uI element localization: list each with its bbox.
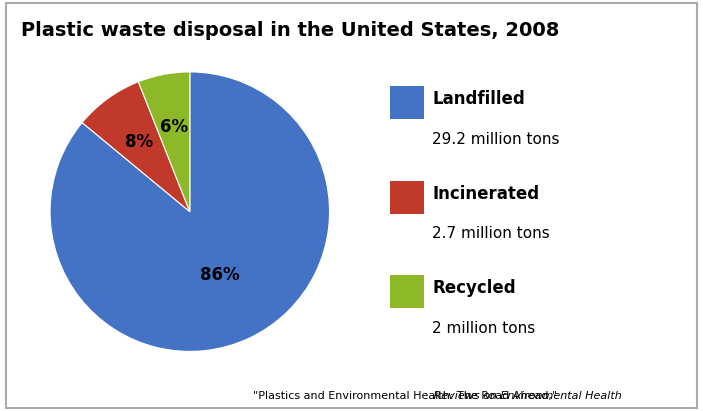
Text: Landfilled: Landfilled xyxy=(432,90,525,109)
Text: Plastic waste disposal in the United States, 2008: Plastic waste disposal in the United Sta… xyxy=(21,21,560,39)
Wedge shape xyxy=(82,82,190,212)
Text: Reviews on Environmental Health: Reviews on Environmental Health xyxy=(430,391,622,401)
Text: Recycled: Recycled xyxy=(432,279,516,298)
Wedge shape xyxy=(50,72,330,351)
Text: 8%: 8% xyxy=(125,133,153,150)
Wedge shape xyxy=(138,72,190,212)
Text: 86%: 86% xyxy=(200,266,240,284)
Text: 6%: 6% xyxy=(160,118,188,136)
Text: "Plastics and Environmental Health: The Road Ahead,": "Plastics and Environmental Health: The … xyxy=(253,391,557,401)
Text: Incinerated: Incinerated xyxy=(432,185,539,203)
Text: 2 million tons: 2 million tons xyxy=(432,321,536,335)
Text: 29.2 million tons: 29.2 million tons xyxy=(432,132,560,146)
Text: 2.7 million tons: 2.7 million tons xyxy=(432,226,550,241)
